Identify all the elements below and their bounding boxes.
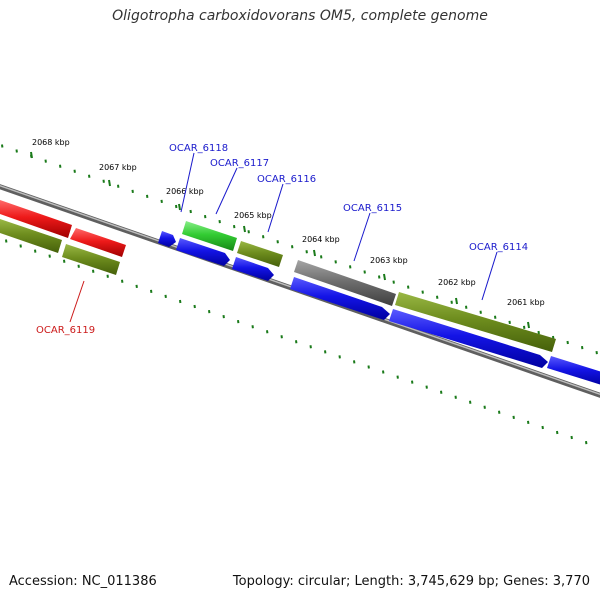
scale-label: 2065 kbp — [234, 211, 272, 220]
leader-line — [69, 280, 85, 323]
genome-summary-text: Topology: circular; Length: 3,745,629 bp… — [232, 574, 590, 589]
gene-label[interactable]: OCAR_6117 — [210, 158, 269, 169]
leader-line — [215, 167, 238, 215]
major-tick — [455, 297, 458, 305]
gene-ocar-6115[interactable] — [294, 260, 396, 306]
major-tick — [178, 203, 181, 211]
map-title: Oligotropha carboxidovorans OM5, complet… — [112, 8, 488, 24]
gene-label[interactable]: OCAR_6115 — [343, 203, 402, 214]
gene-olive-left-2[interactable] — [62, 244, 120, 275]
gene-blue-right[interactable] — [547, 356, 600, 386]
gene-label[interactable]: OCAR_6116 — [257, 174, 316, 185]
scale-label: 2061 kbp — [507, 298, 545, 307]
gene-ocar-6114[interactable] — [395, 292, 556, 352]
gene-ocar-6118-blue[interactable] — [176, 238, 230, 266]
leader-line — [481, 251, 498, 301]
scale-label: 2064 kbp — [302, 235, 340, 244]
major-ticks — [30, 151, 530, 329]
major-tick — [108, 179, 111, 187]
gene-red-left[interactable] — [0, 200, 72, 238]
scale-label: 2066 kbp — [166, 187, 204, 196]
leader-line — [180, 152, 195, 213]
inner-tick-row — [5, 239, 588, 445]
major-tick — [243, 225, 246, 233]
gene-blue-small[interactable] — [158, 231, 176, 247]
major-tick — [383, 273, 386, 281]
scale-label: 2068 kbp — [32, 138, 70, 147]
scale-label: 2062 kbp — [438, 278, 476, 287]
gene-blue-6115[interactable] — [290, 277, 390, 320]
gene-label[interactable]: OCAR_6114 — [469, 242, 528, 253]
gene-blue-6116[interactable] — [232, 257, 274, 281]
outer-tick-row — [1, 144, 598, 355]
gene-ocar-6119[interactable] — [70, 228, 126, 257]
leader-line — [267, 183, 284, 233]
leader-line — [353, 212, 371, 262]
scale-label: 2063 kbp — [370, 256, 408, 265]
major-tick — [313, 249, 316, 257]
gene-label[interactable]: OCAR_6119 — [36, 325, 95, 336]
gene-label[interactable]: OCAR_6118 — [169, 143, 228, 154]
accession-text: Accession: NC_011386 — [9, 574, 157, 589]
gene-blue-6114[interactable] — [389, 309, 548, 368]
major-tick — [527, 321, 530, 329]
major-tick — [30, 151, 33, 159]
gene-ocar-6117[interactable] — [182, 221, 237, 251]
scale-label: 2067 kbp — [99, 163, 137, 172]
gene-ocar-6116[interactable] — [237, 241, 283, 267]
gene-olive-left[interactable] — [0, 219, 62, 253]
